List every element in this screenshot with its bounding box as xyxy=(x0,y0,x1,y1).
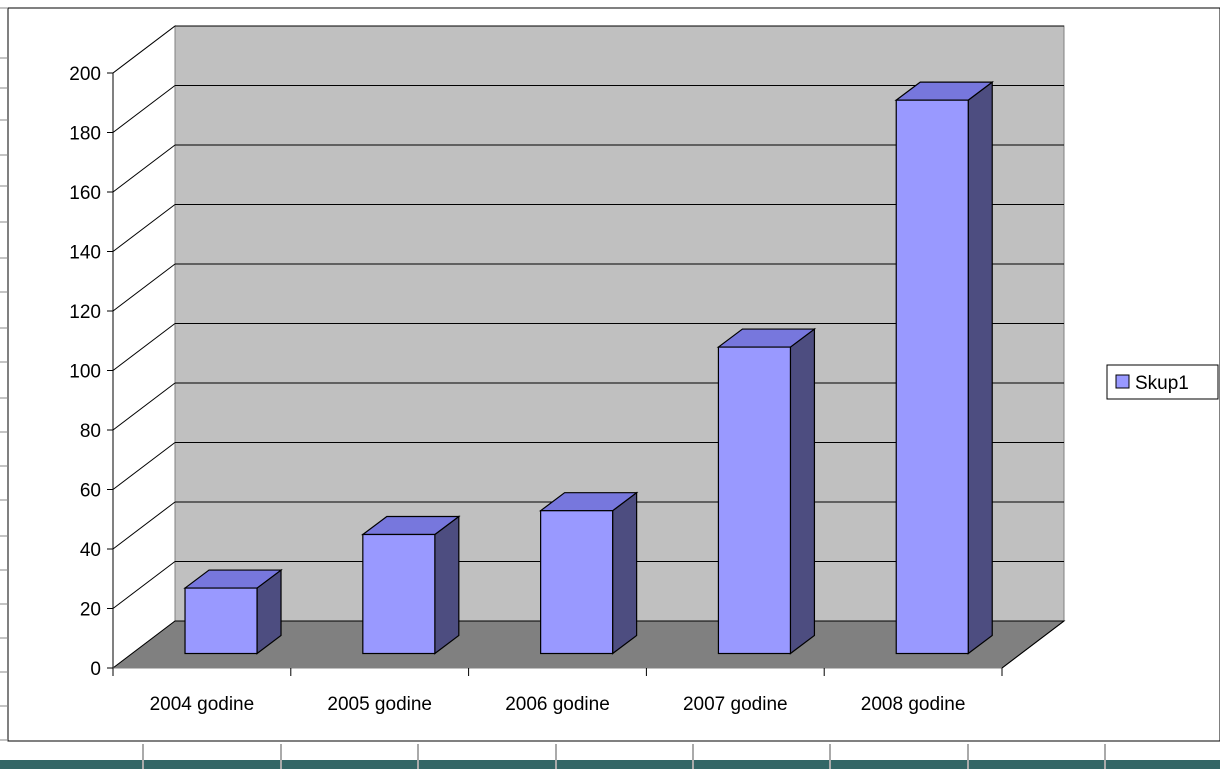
gridline-side xyxy=(112,442,176,490)
y-tick-label: 40 xyxy=(80,540,101,561)
bar-side xyxy=(967,80,993,655)
bar xyxy=(717,346,792,655)
legend-label-skup1: Skup1 xyxy=(1135,373,1189,394)
gridline-side xyxy=(112,501,176,550)
x-tick-label: 2007 godine xyxy=(683,694,788,715)
legend-swatch-skup1 xyxy=(1115,374,1130,389)
gridline-side xyxy=(112,25,176,74)
x-tick-label: 2005 godine xyxy=(327,694,432,715)
y-tick-label: 60 xyxy=(80,481,101,502)
y-tick-label: 0 xyxy=(90,659,101,680)
bar xyxy=(540,510,614,655)
chart-area-border xyxy=(7,7,1220,742)
bars xyxy=(183,80,995,655)
gridline-side xyxy=(112,561,176,609)
x-tick-label: 2004 godine xyxy=(150,694,255,715)
y-tick-label: 80 xyxy=(80,421,101,442)
gridline-side xyxy=(112,323,176,371)
y-tick-label: 20 xyxy=(80,600,101,621)
bar-side xyxy=(789,327,816,655)
bar-side xyxy=(612,491,638,655)
y-tick-label: 120 xyxy=(69,302,101,323)
gridline-side xyxy=(112,204,176,252)
x-tick-label: 2006 godine xyxy=(505,694,610,715)
bottom-band xyxy=(0,760,1220,769)
bar xyxy=(362,533,436,655)
y-tick-label: 180 xyxy=(69,124,101,145)
axes xyxy=(107,72,1065,676)
y-tick-label: 140 xyxy=(69,243,101,264)
floor-right-edge xyxy=(1001,620,1065,669)
bar xyxy=(895,99,969,655)
y-tick-label: 200 xyxy=(69,64,101,85)
bar xyxy=(184,587,258,655)
y-tick-label: 160 xyxy=(69,183,101,204)
gridline-side xyxy=(112,263,176,312)
bar-side xyxy=(434,515,460,655)
y-tick-label: 100 xyxy=(69,362,101,383)
chart-frame xyxy=(0,7,1220,769)
x-tick-label: 2008 godine xyxy=(861,694,966,715)
axis-labels: 0 20 40 60 80 100 120 140 160 180 200 2004 godine 20… xyxy=(69,64,965,715)
legend: Skup1 xyxy=(1106,364,1219,400)
gridline-side xyxy=(112,85,176,133)
gridline-side xyxy=(112,382,176,431)
gridline-side xyxy=(112,144,176,193)
